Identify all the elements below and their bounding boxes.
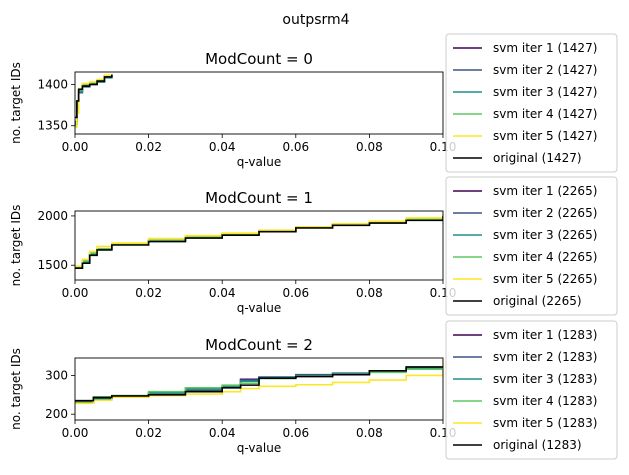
subplot-1: ModCount = 10.00 0.02 0.04 0.06 0.08 0.10q-va… <box>9 176 618 316</box>
legend-entry: svm iter 1 (1427) <box>493 41 597 55</box>
plot-lines <box>75 213 443 269</box>
legend-entry: svm iter 4 (2265) <box>493 250 597 264</box>
series-line <box>75 74 113 129</box>
subplot-title: ModCount = 0 <box>205 50 313 68</box>
legend: svm iter 1 (1283) svm iter 2 (1283) svm it… <box>445 320 618 460</box>
x-tick-label: 0.02 <box>135 140 162 154</box>
legend-entry: svm iter 1 (2265) <box>493 184 597 198</box>
y-axis-label: no. target IDs <box>9 205 23 287</box>
series-line <box>75 74 113 119</box>
x-tick-label: 0.06 <box>282 140 309 154</box>
legend: svm iter 1 (1427) svm iter 2 (1427) svm it… <box>445 33 618 173</box>
subplot-title: ModCount = 2 <box>205 336 313 354</box>
legend-entry: svm iter 2 (1283) <box>493 350 597 364</box>
x-tick-label: 0.08 <box>356 140 383 154</box>
legend-entry: svm iter 1 (1283) <box>493 328 597 342</box>
x-tick-label: 0.02 <box>135 426 162 440</box>
subplot-2: ModCount = 20.00 0.02 0.04 0.06 0.08 0.10q-va… <box>9 320 618 460</box>
y-axis-label: no. target IDs <box>9 62 23 144</box>
legend-entry: svm iter 4 (1427) <box>493 107 597 121</box>
plot-lines <box>75 74 113 129</box>
legend-entry: svm iter 5 (1283) <box>493 416 597 430</box>
x-axis-label: q-value <box>237 441 281 455</box>
legend-entry: svm iter 5 (2265) <box>493 272 597 286</box>
legend-entry: svm iter 4 (1283) <box>493 394 597 408</box>
x-tick-label: 0.02 <box>135 286 162 300</box>
y-tick-label: 300 <box>45 368 68 382</box>
y-tick-label: 1500 <box>37 258 68 272</box>
x-tick-label: 0.06 <box>282 426 309 440</box>
legend-entry: original (1427) <box>493 151 582 165</box>
x-axis-label: q-value <box>237 301 281 315</box>
y-axis-label: no. target IDs <box>9 348 23 430</box>
legend-entry: svm iter 2 (1427) <box>493 63 597 77</box>
plot-lines <box>75 359 443 405</box>
legend-entry: svm iter 2 (2265) <box>493 206 597 220</box>
subplot-0: ModCount = 00.00 0.02 0.04 0.06 0.08 0.10q-va… <box>9 33 618 173</box>
legend-entry: svm iter 3 (2265) <box>493 228 597 242</box>
legend-entry: svm iter 3 (1283) <box>493 372 597 386</box>
axes-frame <box>74 357 444 421</box>
y-tick-label: 1350 <box>37 119 68 133</box>
x-tick-label: 0.00 <box>62 286 89 300</box>
axes-frame <box>74 210 444 281</box>
x-tick-label: 0.00 <box>62 426 89 440</box>
x-tick-label: 0.08 <box>356 286 383 300</box>
subplot-title: ModCount = 1 <box>205 189 313 207</box>
series-line <box>75 213 443 267</box>
x-axis-label: q-value <box>237 155 281 169</box>
legend: svm iter 1 (2265) svm iter 2 (2265) svm it… <box>445 176 618 316</box>
legend-entry: svm iter 3 (1427) <box>493 85 597 99</box>
x-tick-label: 0.06 <box>282 286 309 300</box>
legend-entry: original (2265) <box>493 294 582 308</box>
legend-entry: original (1283) <box>493 438 582 452</box>
y-tick-label: 1400 <box>37 77 68 91</box>
axes-frame <box>74 71 444 135</box>
x-tick-label: 0.08 <box>356 426 383 440</box>
figure-suptitle: outpsrm4 <box>282 12 349 28</box>
x-tick-label: 0.04 <box>209 426 236 440</box>
y-tick-label: 200 <box>45 407 68 421</box>
series-line <box>75 216 443 269</box>
x-tick-label: 0.04 <box>209 286 236 300</box>
series-line <box>75 366 443 402</box>
y-tick-label: 2000 <box>37 209 68 223</box>
x-tick-label: 0.04 <box>209 140 236 154</box>
legend-entry: svm iter 5 (1427) <box>493 129 597 143</box>
x-tick-label: 0.00 <box>62 140 89 154</box>
